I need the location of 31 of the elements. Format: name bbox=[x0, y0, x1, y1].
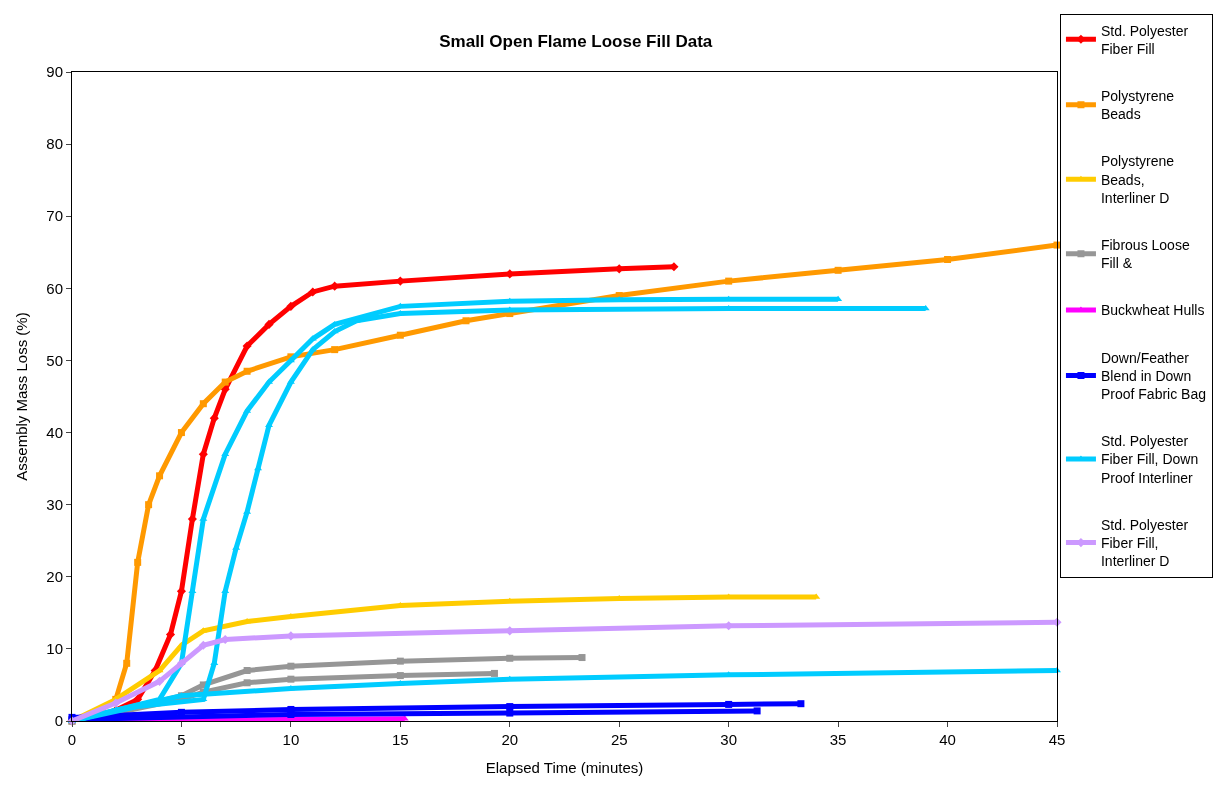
legend-label: Buckwheat Hulls bbox=[1100, 302, 1205, 319]
legend-label: Fibrous Loose Fill & bbox=[1100, 237, 1190, 272]
x-tick-label: 15 bbox=[391, 731, 409, 748]
y-tick-label: 50 bbox=[46, 351, 63, 369]
y-axis-title: Assembly Mass Loss (%) bbox=[12, 312, 30, 481]
y-tick-label: 40 bbox=[46, 423, 63, 441]
x-tick-label: 10 bbox=[282, 731, 300, 748]
legend-label: Std. Polyester Fiber Fill bbox=[1100, 22, 1189, 57]
y-tick-label: 30 bbox=[46, 495, 63, 513]
x-tick-label: 0 bbox=[67, 731, 77, 748]
y-tick-label: 0 bbox=[54, 712, 63, 730]
y-tick-label: 10 bbox=[46, 640, 63, 658]
legend-label: Std. Polyester Fiber Fill, Down Proof Interliner bbox=[1100, 433, 1199, 486]
y-tick-label: 60 bbox=[46, 279, 63, 297]
y-tick-label: 80 bbox=[46, 135, 63, 153]
y-tick-label: 70 bbox=[46, 207, 63, 225]
x-tick-label: 20 bbox=[501, 731, 519, 748]
x-tick-label: 40 bbox=[939, 731, 956, 748]
x-tick-label: 25 bbox=[610, 731, 628, 748]
legend-label: Down/Feather Blend in Down Proof Fabric Bag bbox=[1100, 349, 1207, 403]
x-axis-title: Elapsed Time (minutes) bbox=[485, 759, 644, 776]
x-tick-label: 30 bbox=[720, 731, 738, 748]
x-tick-label: 45 bbox=[1048, 731, 1066, 748]
y-tick-label: 90 bbox=[46, 63, 63, 81]
legend-label: Polystyrene Beads bbox=[1100, 88, 1175, 123]
legend-label: Polystyrene Beads, Interliner D bbox=[1100, 153, 1175, 206]
chart-title: Small Open Flame Loose Fill Data bbox=[439, 32, 713, 52]
legend-label: Std. Polyester Fiber Fill, Interliner D bbox=[1100, 516, 1189, 570]
x-tick-label: 5 bbox=[177, 731, 186, 748]
x-tick-label: 35 bbox=[829, 731, 847, 748]
y-tick-label: 20 bbox=[46, 568, 63, 586]
